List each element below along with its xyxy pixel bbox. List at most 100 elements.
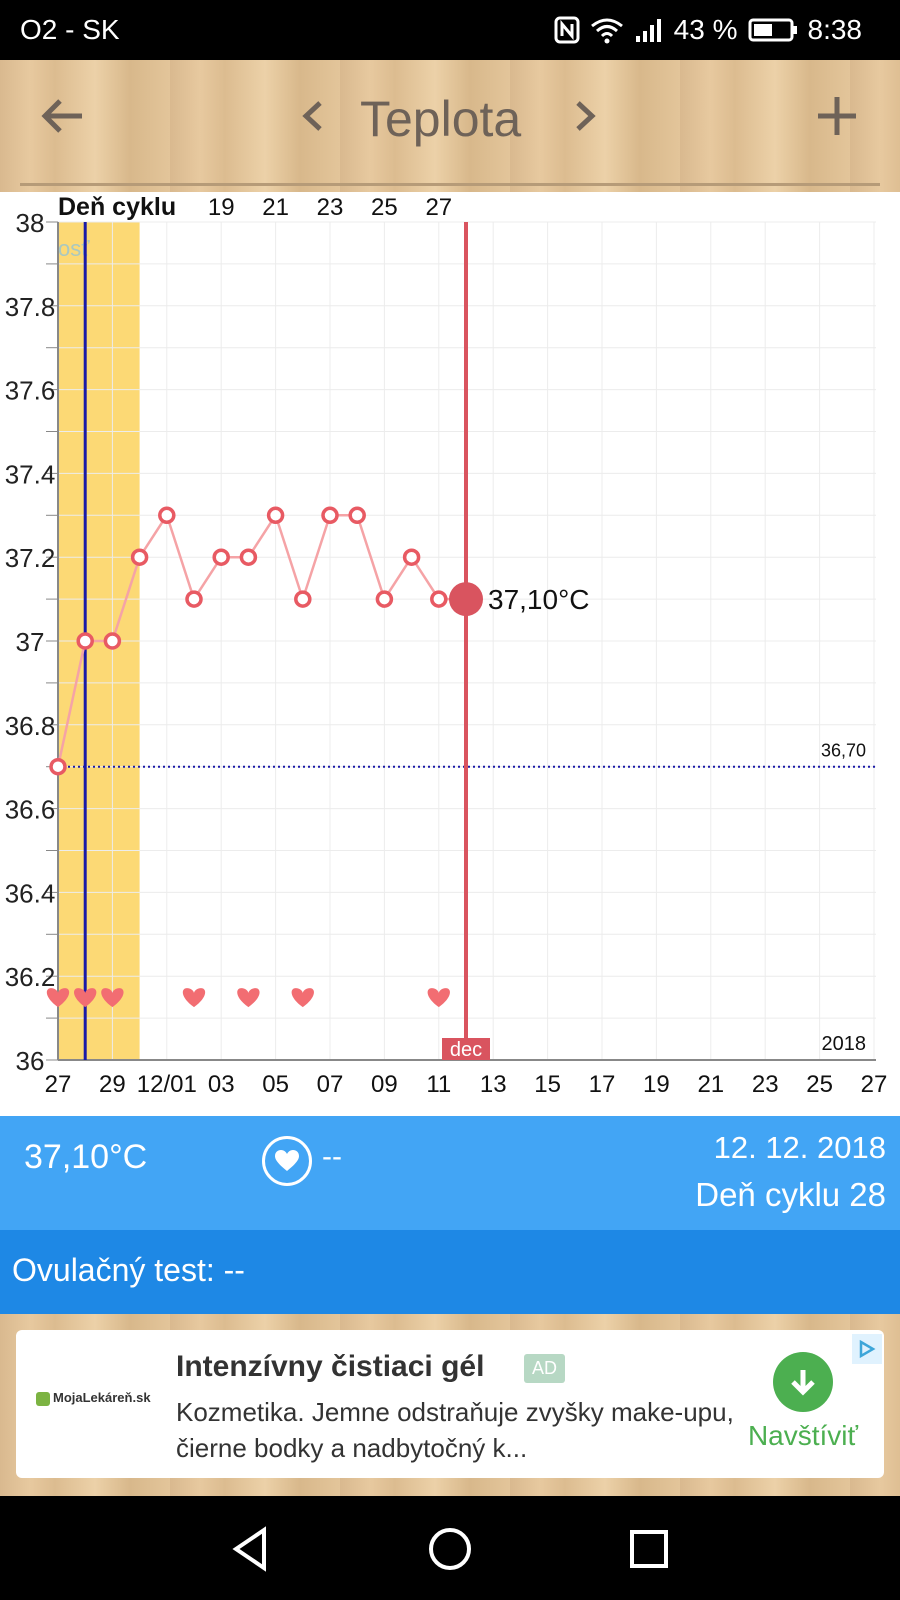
date-tick-label: 12/01 bbox=[137, 1071, 197, 1098]
selected-date: 12. 12. 2018 bbox=[713, 1130, 886, 1165]
date-tick-label: 07 bbox=[317, 1071, 344, 1098]
reference-line-label: 36,70 bbox=[821, 741, 866, 761]
selected-point bbox=[449, 582, 483, 617]
info-bar: 37,10°C -- 12. 12. 2018 Deň cyklu 28 bbox=[0, 1116, 900, 1230]
page-title: Teplota bbox=[360, 91, 522, 147]
heart-icon bbox=[74, 988, 97, 1008]
temperature-point bbox=[49, 757, 67, 776]
ovulation-test-label: Ovulačný test: -- bbox=[12, 1252, 245, 1288]
temperature-point bbox=[321, 506, 339, 525]
ad-title[interactable]: Intenzívny čistiaci gél bbox=[176, 1350, 485, 1383]
temperature-point bbox=[294, 590, 312, 608]
month-badge bbox=[442, 1038, 490, 1060]
date-tick-label: 21 bbox=[697, 1071, 724, 1098]
selected-temperature: 37,10°C bbox=[24, 1138, 148, 1176]
cycle-day-axis-label: Deň cyklu bbox=[58, 193, 176, 221]
cycle-day: Deň cyklu 28 bbox=[695, 1176, 886, 1213]
y-tick-label: 37.8 bbox=[5, 292, 56, 322]
ovulation-test-bar[interactable]: Ovulačný test: -- bbox=[0, 1230, 900, 1314]
temperature-point bbox=[266, 506, 285, 525]
year-label: 2018 bbox=[822, 1033, 867, 1055]
temperature-series-line bbox=[56, 512, 466, 767]
date-tick-label: 27 bbox=[861, 1071, 888, 1098]
heart-icon bbox=[427, 988, 450, 1008]
date-tick-label: 09 bbox=[371, 1071, 398, 1098]
app-bar-divider bbox=[20, 183, 880, 186]
cycle-day-tick: 27 bbox=[425, 194, 452, 221]
nfc-icon bbox=[554, 16, 580, 44]
chevron-right-icon[interactable] bbox=[572, 92, 598, 152]
temperature-point bbox=[76, 632, 94, 650]
temperature-point bbox=[103, 632, 122, 650]
heart-icon bbox=[182, 988, 206, 1008]
heart-icon bbox=[237, 988, 260, 1008]
heart-icon bbox=[46, 988, 70, 1008]
y-tick-label: 36.6 bbox=[5, 795, 56, 825]
temperature-chart[interactable]: 38 37.8 37.6 37.4 37.2 37 36.8 36.6 36.4 36.2 36 De… bbox=[0, 192, 900, 1116]
carrier-name: O2 - SK bbox=[20, 14, 120, 45]
temperature-point bbox=[185, 590, 203, 608]
date-tick-label: 03 bbox=[208, 1071, 235, 1098]
heart-value: -- bbox=[322, 1140, 342, 1173]
plus-icon[interactable] bbox=[814, 92, 860, 152]
temperature-point bbox=[239, 548, 258, 566]
y-tick-label: 37.4 bbox=[5, 459, 56, 489]
clock: 8:38 bbox=[807, 14, 863, 45]
ad-cta-button[interactable]: Navštíviť bbox=[738, 1352, 868, 1452]
date-tick-label: 05 bbox=[262, 1071, 289, 1098]
cycle-day-tick: 19 bbox=[208, 194, 235, 221]
ad-badge: AD bbox=[524, 1354, 566, 1383]
status-icons: 43 % 8:38 bbox=[554, 14, 862, 46]
temperature-point bbox=[375, 590, 394, 608]
temperature-point bbox=[402, 548, 421, 566]
date-tick-label: 11 bbox=[426, 1071, 451, 1098]
temperature-point bbox=[348, 506, 366, 525]
selected-point-label: 37,10°C bbox=[488, 584, 590, 615]
ad-container: MojaLekáreň.sk Intenzívny čistiaci gél A… bbox=[0, 1314, 900, 1496]
temperature-point bbox=[158, 506, 176, 525]
date-tick-label: 15 bbox=[534, 1071, 561, 1098]
y-tick-label: 36 bbox=[16, 1046, 45, 1076]
y-tick-label: 36.2 bbox=[5, 962, 56, 992]
ad-logo: MojaLekáreň.sk bbox=[36, 1390, 151, 1406]
heart-icon bbox=[101, 988, 124, 1008]
chevron-left-icon[interactable] bbox=[300, 92, 326, 152]
ad-card[interactable]: MojaLekáreň.sk Intenzívny čistiaci gél A… bbox=[16, 1330, 884, 1478]
back-arrow-icon[interactable] bbox=[40, 92, 86, 152]
y-tick-label: 37.2 bbox=[5, 543, 56, 573]
ad-cta-label: Navštíviť bbox=[747, 1420, 859, 1451]
date-tick-label: 27 bbox=[45, 1071, 72, 1098]
home-circle-icon[interactable] bbox=[425, 1524, 475, 1574]
y-tick-label: 37 bbox=[16, 627, 45, 657]
date-tick-label: 29 bbox=[99, 1071, 126, 1098]
date-tick-label: 17 bbox=[589, 1071, 616, 1098]
recents-square-icon[interactable] bbox=[624, 1524, 674, 1574]
date-tick-label: 23 bbox=[752, 1071, 779, 1098]
navigation-bar bbox=[0, 1496, 900, 1600]
wifi-icon bbox=[590, 18, 623, 44]
date-tick-label: 25 bbox=[806, 1071, 833, 1098]
heart-icon bbox=[291, 988, 314, 1008]
heart-icon[interactable] bbox=[262, 1136, 312, 1186]
temperature-point bbox=[430, 590, 448, 608]
cycle-day-tick: 25 bbox=[371, 194, 398, 221]
battery-icon bbox=[748, 18, 797, 42]
month-label: dec bbox=[450, 1039, 482, 1061]
back-triangle-icon[interactable] bbox=[226, 1524, 276, 1574]
status-bar: O2 - SK 43 % 8:38 bbox=[0, 0, 900, 60]
ad-text[interactable]: Kozmetika. Jemne odstraňuje zvyšky make-… bbox=[176, 1397, 734, 1463]
temperature-point bbox=[212, 548, 230, 566]
date-tick-label: 13 bbox=[480, 1071, 507, 1098]
y-tick-label: 38 bbox=[16, 208, 45, 238]
signal-icon bbox=[635, 19, 661, 42]
cycle-day-tick: 21 bbox=[262, 194, 289, 221]
y-tick-label: 36.4 bbox=[5, 878, 56, 908]
download-arrow-icon bbox=[773, 1352, 833, 1412]
app-bar: Teplota bbox=[0, 60, 900, 192]
y-tick-label: 37.6 bbox=[5, 376, 56, 406]
adchoices-icon[interactable] bbox=[852, 1334, 882, 1364]
y-tick-label: 36.8 bbox=[5, 711, 56, 741]
cycle-day-tick: 23 bbox=[317, 194, 344, 221]
battery-percent: 43 % bbox=[673, 14, 738, 45]
chart-svg[interactable]: 38 37.8 37.6 37.4 37.2 37 36.8 36.6 36.4 36.2 36 De… bbox=[0, 192, 900, 1116]
